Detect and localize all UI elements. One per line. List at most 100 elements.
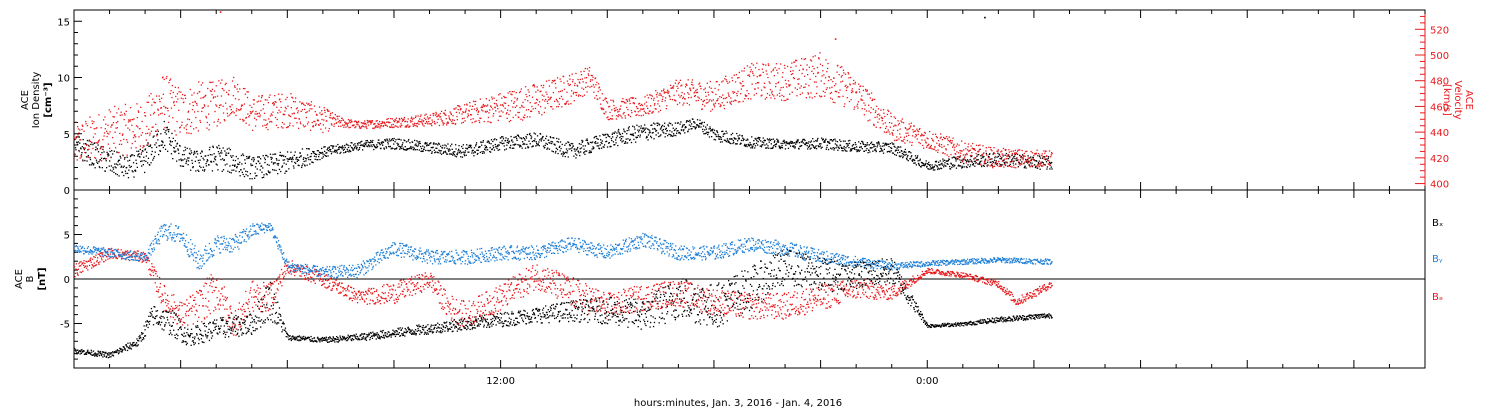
velocity-point <box>396 126 397 127</box>
density-point <box>171 153 172 154</box>
density-point <box>712 129 713 130</box>
velocity-point <box>880 110 881 111</box>
velocity-point <box>116 112 117 113</box>
velocity-point <box>743 70 744 71</box>
bz-point <box>96 264 97 265</box>
density-point <box>327 148 328 149</box>
velocity-point <box>889 122 890 123</box>
velocity-point <box>1001 151 1002 152</box>
density-point <box>620 140 621 141</box>
density-point <box>975 161 976 162</box>
velocity-point <box>132 119 133 120</box>
density-point <box>125 171 126 172</box>
velocity-point <box>842 75 843 76</box>
density-point <box>568 156 569 157</box>
density-point <box>647 139 648 140</box>
velocity-point <box>912 129 913 130</box>
density-point <box>482 153 483 154</box>
density-point <box>771 143 772 144</box>
density-point <box>1039 161 1040 162</box>
density-point <box>430 142 431 143</box>
bz-point <box>198 317 199 318</box>
bz-point <box>185 313 186 314</box>
velocity-point <box>77 134 78 135</box>
velocity-point <box>888 129 889 130</box>
velocity-point <box>461 113 462 114</box>
density-point <box>803 142 804 143</box>
velocity-point <box>1010 166 1011 167</box>
density-point <box>91 164 92 165</box>
velocity-point <box>138 136 139 137</box>
velocity-point <box>546 81 547 82</box>
density-point <box>493 147 494 148</box>
density-point <box>249 157 250 158</box>
density-point <box>562 155 563 156</box>
velocity-point <box>274 95 275 96</box>
velocity-point <box>616 118 617 119</box>
density-point <box>545 145 546 146</box>
velocity-point <box>612 100 613 101</box>
velocity-point <box>365 126 366 127</box>
velocity-point <box>705 92 706 93</box>
density-point <box>985 163 986 164</box>
velocity-point <box>643 115 644 116</box>
velocity-point <box>185 98 186 99</box>
density-point <box>321 148 322 149</box>
velocity-point <box>456 116 457 117</box>
velocity-point <box>511 100 512 101</box>
density-point <box>368 142 369 143</box>
density-point <box>666 128 667 129</box>
velocity-point <box>681 95 682 96</box>
velocity-point <box>1015 150 1016 151</box>
velocity-point <box>749 74 750 75</box>
velocity-point <box>124 113 125 114</box>
velocity-point <box>484 121 485 122</box>
density-point <box>577 147 578 148</box>
velocity-point <box>687 103 688 104</box>
density-point <box>278 165 279 166</box>
velocity-point <box>358 121 359 122</box>
density-point <box>524 138 525 139</box>
velocity-point <box>900 137 901 138</box>
density-point <box>742 135 743 136</box>
density-point <box>607 146 608 147</box>
velocity-point <box>876 127 877 128</box>
velocity-point <box>964 143 965 144</box>
velocity-point <box>976 153 977 154</box>
velocity-point <box>782 77 783 78</box>
velocity-point <box>275 117 276 118</box>
density-point <box>865 144 866 145</box>
velocity-point <box>91 152 92 153</box>
density-point <box>476 144 477 145</box>
density-point <box>647 128 648 129</box>
velocity-point <box>151 105 152 106</box>
density-point <box>101 152 102 153</box>
density-point <box>444 147 445 148</box>
density-point <box>790 141 791 142</box>
density-point <box>109 166 110 167</box>
density-point <box>401 146 402 147</box>
velocity-point <box>561 106 562 107</box>
velocity-point <box>445 110 446 111</box>
velocity-point <box>848 73 849 74</box>
velocity-point <box>1016 157 1017 158</box>
velocity-point <box>290 93 291 94</box>
density-point <box>949 159 950 160</box>
velocity-point <box>95 158 96 159</box>
density-point <box>292 159 293 160</box>
velocity-point <box>81 156 82 157</box>
velocity-point <box>225 103 226 104</box>
velocity-point <box>821 96 822 97</box>
velocity-point <box>909 123 910 124</box>
velocity-point <box>173 101 174 102</box>
density-point <box>143 164 144 165</box>
density-point <box>624 131 625 132</box>
density-point <box>243 155 244 156</box>
density-point <box>371 146 372 147</box>
density-point <box>608 136 609 137</box>
density-tick-label: 0 <box>64 186 70 197</box>
velocity-point <box>568 83 569 84</box>
velocity-point <box>1041 155 1042 156</box>
density-point <box>269 172 270 173</box>
velocity-point <box>663 89 664 90</box>
